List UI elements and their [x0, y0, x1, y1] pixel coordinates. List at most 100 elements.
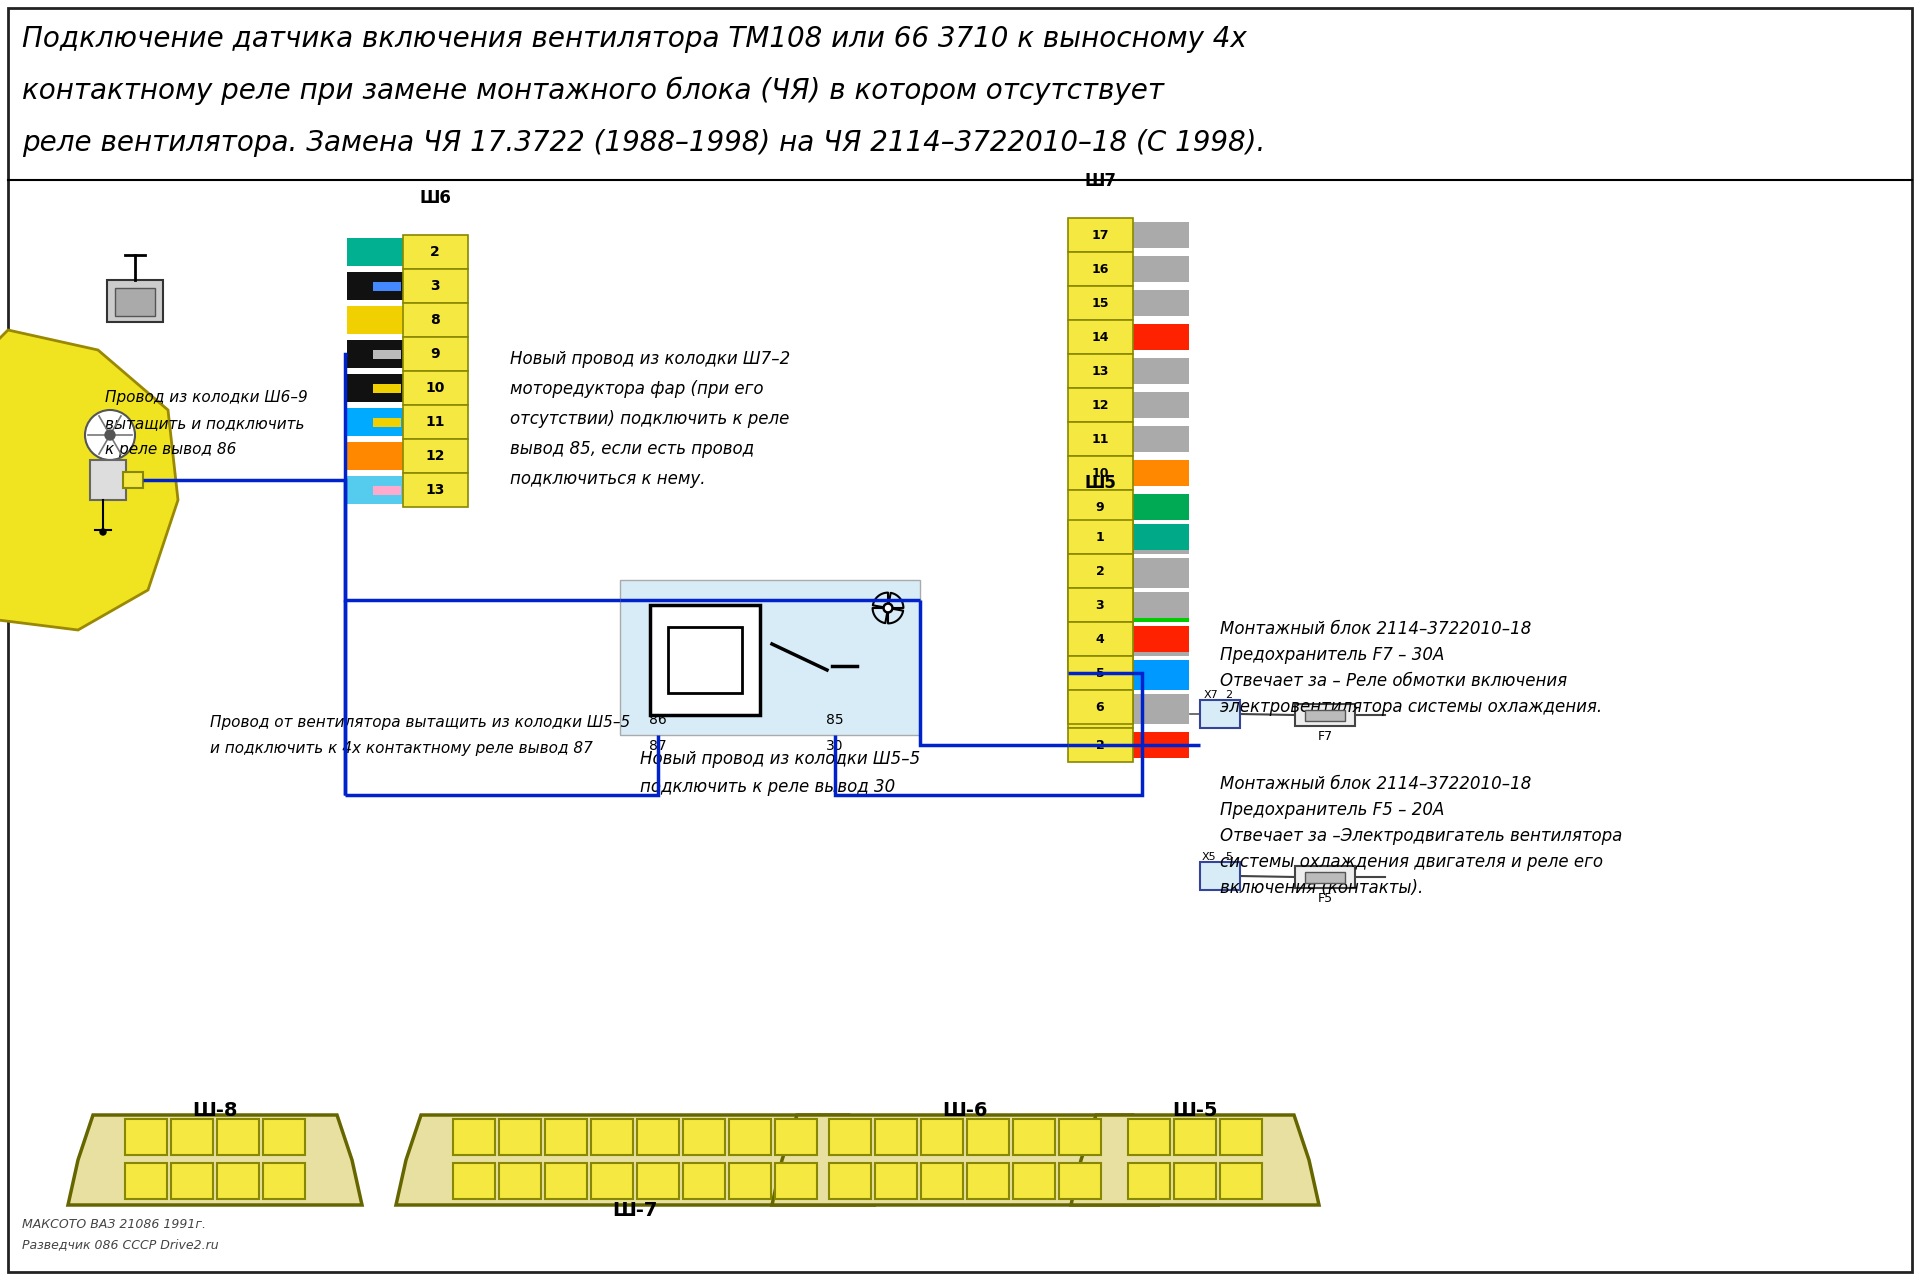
Text: Новый провод из колодки Ш5–5: Новый провод из колодки Ш5–5: [639, 750, 920, 768]
Bar: [1133, 291, 1188, 316]
Text: Ш-8: Ш-8: [192, 1101, 238, 1120]
Text: 12: 12: [1091, 398, 1108, 411]
Text: электровентилятора системы охлаждения.: электровентилятора системы охлаждения.: [1219, 698, 1601, 716]
Circle shape: [883, 603, 893, 613]
Bar: [1133, 562, 1188, 588]
Text: 10: 10: [426, 381, 445, 396]
Text: Подключение датчика включения вентилятора ТМ108 или 66 3710 к выносному 4х: Подключение датчика включения вентилятор…: [21, 26, 1246, 52]
Text: 11: 11: [1091, 433, 1108, 445]
Text: подключиться к нему.: подключиться к нему.: [511, 470, 705, 488]
Bar: [372, 282, 401, 291]
Text: 2: 2: [186, 1129, 198, 1143]
Text: 13: 13: [601, 1172, 622, 1188]
Text: 10: 10: [1091, 466, 1108, 480]
Bar: [403, 236, 468, 269]
Bar: [348, 238, 403, 266]
Text: 4: 4: [561, 1129, 572, 1143]
Text: 3: 3: [232, 1129, 244, 1143]
Bar: [125, 1164, 167, 1199]
Text: 7: 7: [232, 1172, 244, 1188]
Bar: [1068, 388, 1133, 422]
Text: 3: 3: [430, 279, 440, 293]
Circle shape: [106, 430, 115, 440]
Bar: [348, 442, 403, 470]
Bar: [1133, 630, 1188, 657]
Text: 13: 13: [426, 483, 445, 497]
Text: 6: 6: [1236, 1172, 1246, 1188]
Bar: [403, 439, 468, 474]
Bar: [1133, 664, 1188, 690]
Bar: [1133, 426, 1188, 452]
Bar: [637, 1164, 680, 1199]
Text: 3: 3: [1236, 1129, 1246, 1143]
Circle shape: [100, 529, 106, 535]
Bar: [403, 404, 468, 439]
Text: 8: 8: [745, 1129, 755, 1143]
Bar: [1068, 622, 1133, 657]
Bar: [1068, 588, 1133, 622]
Bar: [1133, 494, 1188, 520]
Bar: [217, 1119, 259, 1155]
Bar: [372, 384, 401, 393]
Text: 7: 7: [699, 1129, 708, 1143]
Bar: [403, 474, 468, 507]
Text: 9: 9: [430, 347, 440, 361]
Text: и подключить к 4х контактному реле вывод 87: и подключить к 4х контактному реле вывод…: [209, 741, 593, 756]
Text: 6: 6: [653, 1129, 664, 1143]
Bar: [1133, 256, 1188, 282]
Text: 12: 12: [424, 449, 445, 463]
Text: Ш-5: Ш-5: [1173, 1101, 1217, 1120]
Text: Ш7: Ш7: [1085, 172, 1116, 189]
Bar: [1068, 558, 1133, 591]
Text: отсутствии) подключить к реле: отсутствии) подключить к реле: [511, 410, 789, 428]
Text: 12: 12: [885, 1129, 906, 1143]
Bar: [348, 374, 403, 402]
Text: 6: 6: [891, 1172, 900, 1188]
Bar: [348, 306, 403, 334]
Text: вывод 85, если есть провод: вывод 85, если есть провод: [511, 440, 755, 458]
Text: Провод из колодки Ш6–9: Провод из колодки Ш6–9: [106, 390, 307, 404]
Bar: [1133, 221, 1188, 248]
Text: 30: 30: [826, 739, 843, 753]
Bar: [922, 1119, 964, 1155]
Text: Ш5: Ш5: [1085, 474, 1116, 492]
Bar: [1306, 710, 1346, 721]
Text: 8: 8: [430, 314, 440, 326]
Text: 9: 9: [1096, 500, 1104, 513]
Bar: [1068, 320, 1133, 355]
Text: Монтажный блок 2114–3722010–18: Монтажный блок 2114–3722010–18: [1219, 774, 1532, 794]
Polygon shape: [396, 1115, 874, 1204]
Bar: [730, 1119, 772, 1155]
Bar: [1068, 524, 1133, 558]
Text: 9: 9: [791, 1129, 801, 1143]
Bar: [1133, 596, 1188, 622]
Bar: [968, 1119, 1010, 1155]
Text: 10: 10: [463, 1172, 484, 1188]
Text: МАКСОТО ВАЗ 21086 1991г.: МАКСОТО ВАЗ 21086 1991г.: [21, 1219, 205, 1231]
Bar: [1173, 1119, 1215, 1155]
Bar: [730, 1164, 772, 1199]
Polygon shape: [772, 1115, 1158, 1204]
Bar: [1173, 1164, 1215, 1199]
Text: 4: 4: [983, 1172, 993, 1188]
Polygon shape: [67, 1115, 363, 1204]
Text: Ш6: Ш6: [419, 189, 451, 207]
Bar: [1068, 690, 1133, 724]
Bar: [403, 269, 468, 303]
Bar: [1294, 867, 1356, 888]
Text: Новый провод из колодки Ш7–2: Новый провод из колодки Ш7–2: [511, 349, 791, 369]
Text: Монтажный блок 2114–3722010–18: Монтажный блок 2114–3722010–18: [1219, 620, 1532, 637]
Text: 9: 9: [1029, 1129, 1039, 1143]
Text: Разведчик 086 СССР Drive2.ru: Разведчик 086 СССР Drive2.ru: [21, 1238, 219, 1251]
Text: 8: 8: [1096, 535, 1104, 548]
Text: 5: 5: [1096, 636, 1104, 649]
Text: к реле вывод 86: к реле вывод 86: [106, 442, 236, 457]
Text: 17: 17: [785, 1172, 806, 1188]
Text: 2: 2: [1096, 739, 1104, 751]
Bar: [125, 1119, 167, 1155]
Bar: [453, 1164, 495, 1199]
Bar: [499, 1164, 541, 1199]
Bar: [348, 476, 403, 504]
Text: 15: 15: [693, 1172, 714, 1188]
Text: 1: 1: [140, 1129, 152, 1143]
